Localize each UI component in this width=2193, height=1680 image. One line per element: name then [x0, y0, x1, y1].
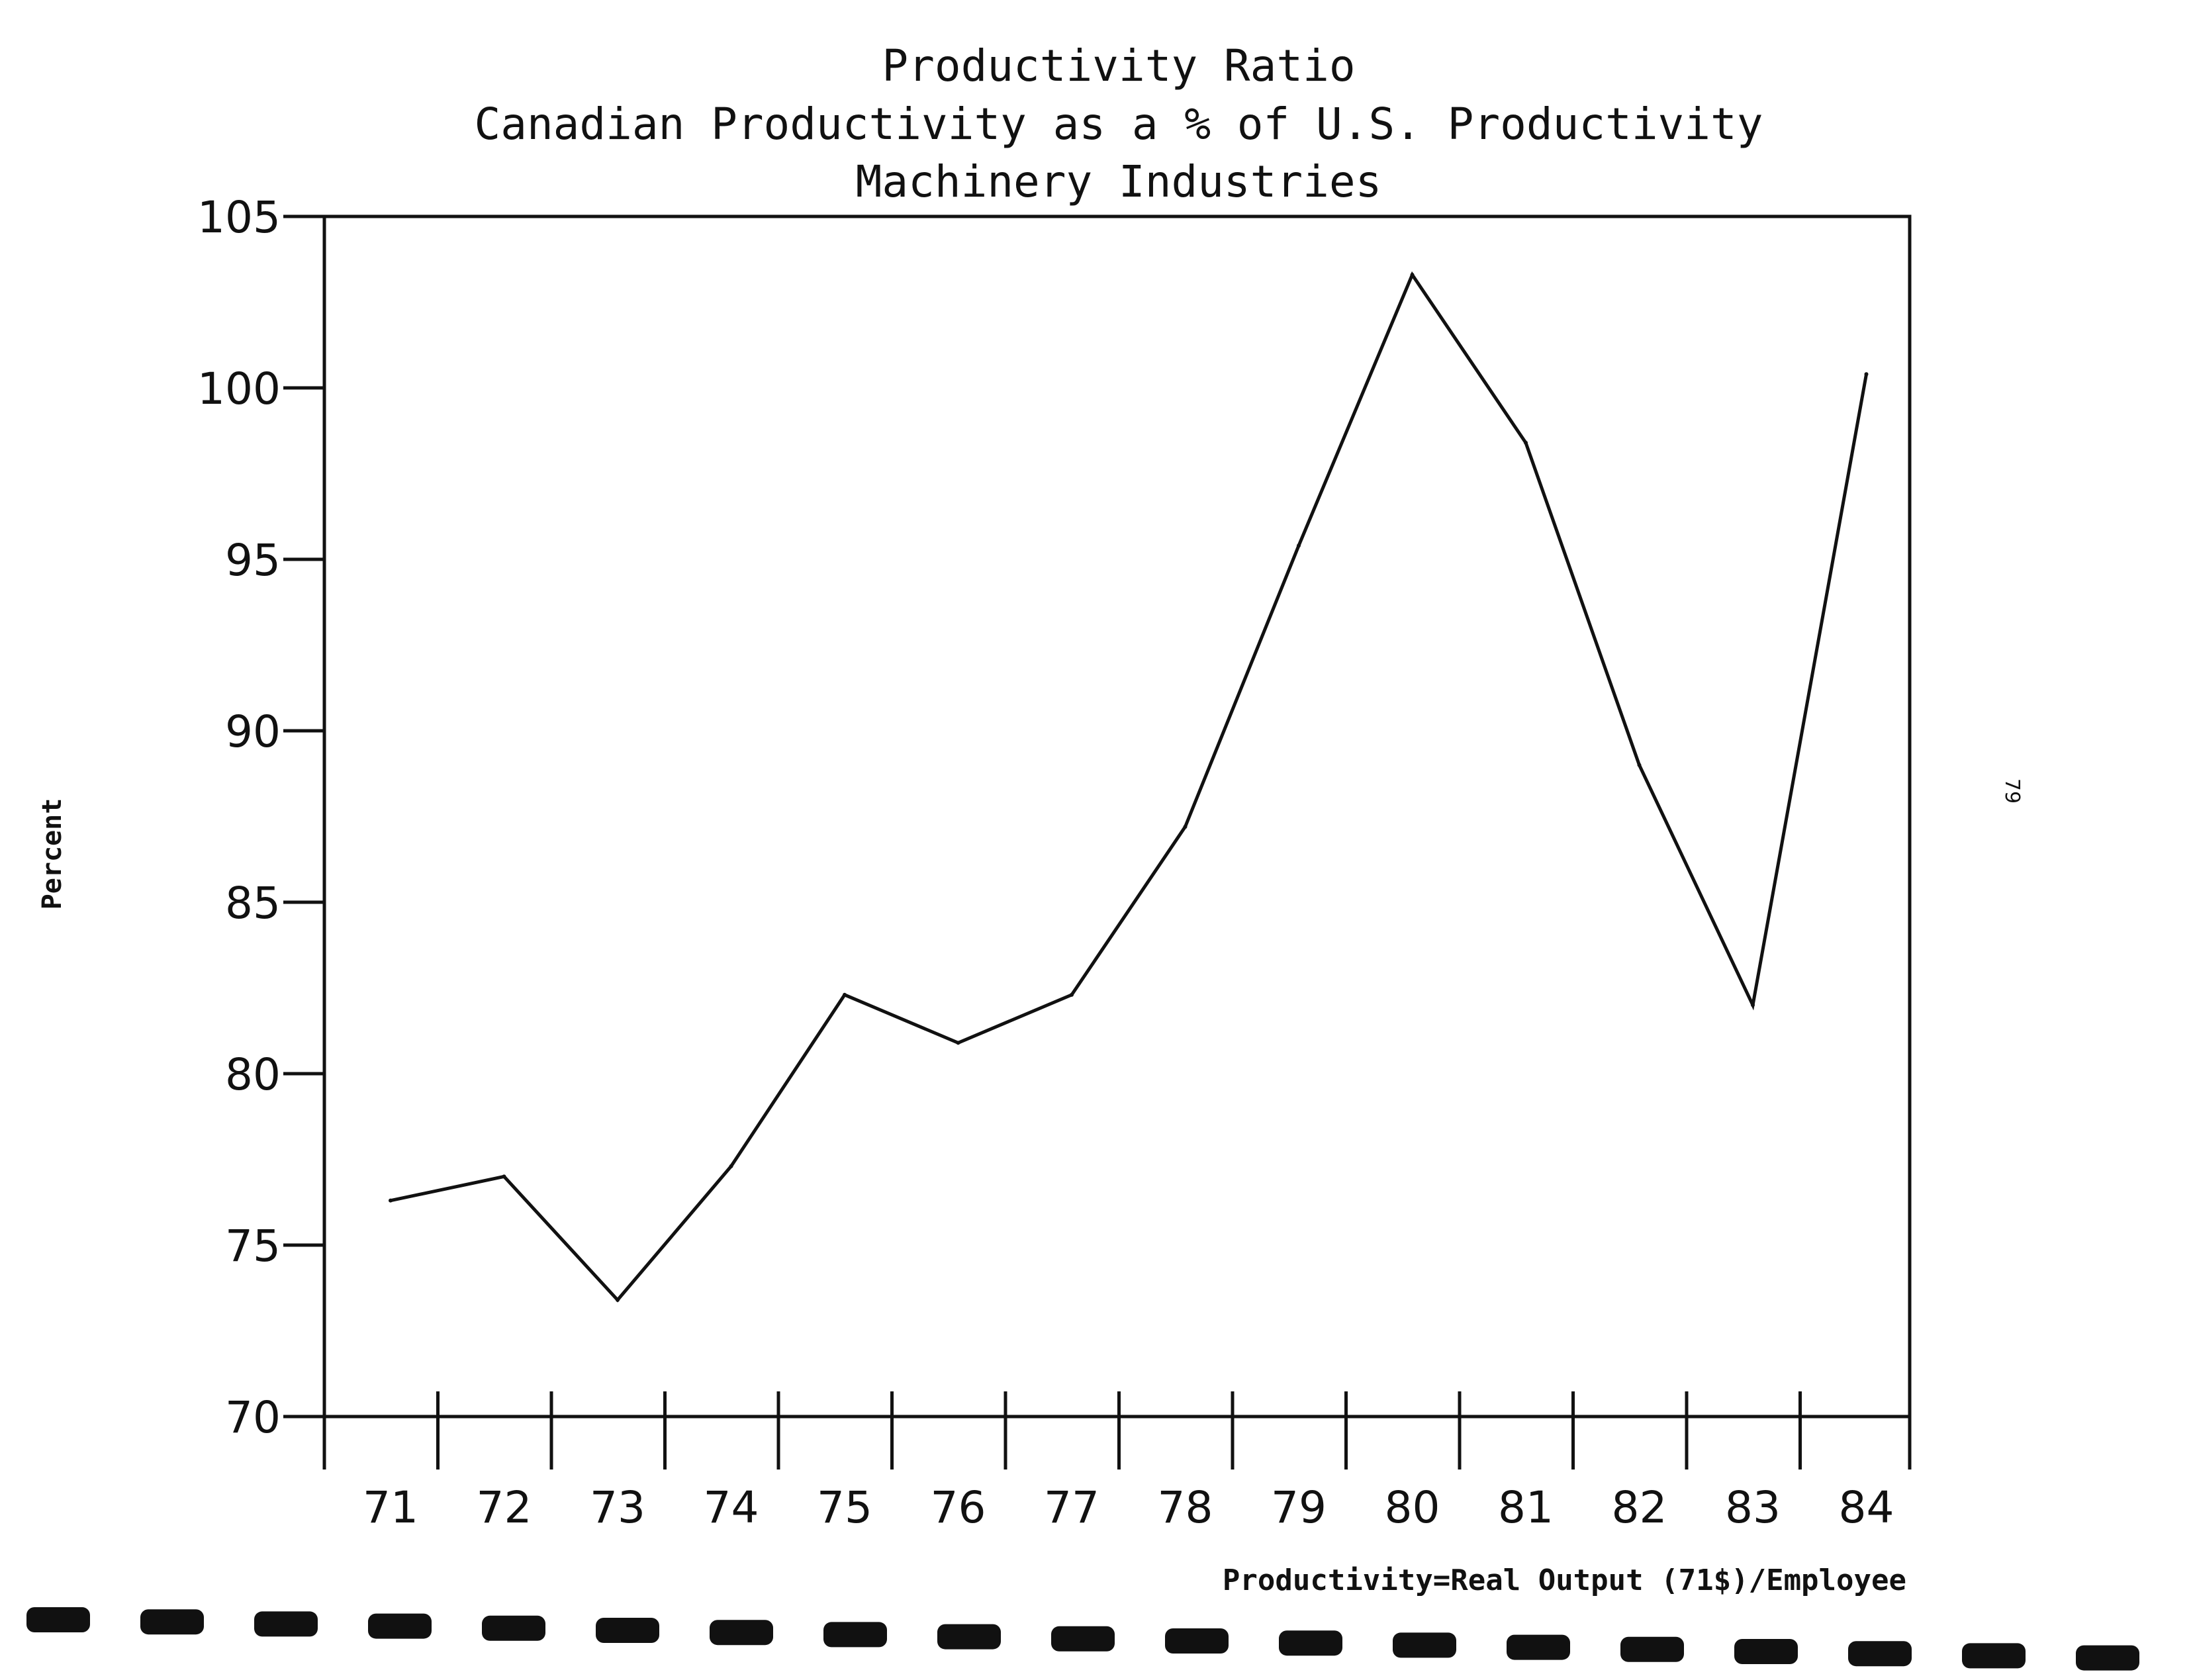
- perforation-mark: [1165, 1628, 1229, 1654]
- y-axis-title: Percent: [37, 798, 68, 910]
- perforation-mark: [140, 1609, 204, 1635]
- x-tick-label: 81: [1498, 1482, 1554, 1533]
- x-tick-label: 76: [931, 1482, 986, 1533]
- y-tick-label: 90: [225, 706, 281, 757]
- y-tick-label: 80: [225, 1049, 281, 1100]
- x-tick-label: 79: [1271, 1482, 1327, 1533]
- perforation-mark: [1734, 1639, 1798, 1664]
- perforation-mark: [937, 1624, 1001, 1650]
- perforation-mark: [1393, 1632, 1456, 1658]
- x-tick-label: 73: [590, 1482, 645, 1533]
- data-point: [1751, 1003, 1755, 1007]
- data-point: [956, 1041, 960, 1045]
- perforation-mark: [368, 1613, 432, 1639]
- data-point: [729, 1164, 733, 1168]
- series-line: [390, 271, 1868, 1303]
- perforation-mark: [254, 1611, 318, 1637]
- perforation-mark: [823, 1622, 887, 1648]
- y-axis: 70 75 80 85 90 95 100 105: [197, 192, 324, 1443]
- perforation-mark: [1279, 1630, 1342, 1656]
- x-tick-label: 83: [1725, 1482, 1781, 1533]
- series-group: [389, 271, 1869, 1303]
- perforation-mark: [596, 1618, 659, 1643]
- y-tick-label: 70: [225, 1392, 281, 1443]
- y-tick-label: 105: [197, 192, 281, 243]
- x-tick-label: 78: [1158, 1482, 1213, 1533]
- chart-subtitle-2: Machinery Industries: [856, 156, 1382, 207]
- perforation-mark: [1962, 1643, 2026, 1669]
- perforation-mark: [2076, 1645, 2139, 1671]
- perforation-mark: [26, 1607, 90, 1632]
- x-tick-label: 74: [704, 1482, 759, 1533]
- x-axis: 71 72 73 74 75 76 77 78 79 80 81 82 83 84: [322, 1391, 1912, 1533]
- x-tick-label: 72: [477, 1482, 532, 1533]
- data-point: [1183, 825, 1188, 829]
- y-tick-label: 85: [225, 878, 281, 929]
- data-point: [1410, 273, 1415, 277]
- y-tick-label: 100: [197, 363, 281, 414]
- perforation-mark: [1848, 1641, 1912, 1667]
- data-point: [1524, 440, 1528, 445]
- perforation-mark: [1507, 1634, 1570, 1660]
- x-tick-label: 77: [1044, 1482, 1099, 1533]
- data-point: [502, 1174, 506, 1179]
- chart-footnote: Productivity=Real Output (71$)/Employee: [1223, 1563, 1906, 1597]
- x-tick-label: 82: [1612, 1482, 1667, 1533]
- perforation-mark: [1620, 1636, 1684, 1662]
- data-point: [1297, 543, 1301, 548]
- data-point: [1864, 372, 1869, 377]
- perforation-mark: [710, 1620, 773, 1646]
- chart-subtitle: Canadian Productivity as a % of U.S. Pro…: [474, 99, 1763, 150]
- x-tick-label: 75: [817, 1482, 872, 1533]
- page-number: 79: [2000, 778, 2024, 804]
- data-point: [1070, 992, 1074, 997]
- perforation-mark: [482, 1615, 545, 1641]
- y-tick-label: 75: [225, 1221, 281, 1272]
- data-point: [843, 992, 847, 997]
- x-tick-label: 84: [1839, 1482, 1894, 1533]
- data-point: [616, 1297, 620, 1302]
- data-point: [1637, 763, 1642, 767]
- perforation-mark: [1051, 1626, 1115, 1652]
- plot-frame: [322, 214, 1912, 1419]
- data-point: [389, 1198, 393, 1203]
- perforation-strip: [26, 1607, 2139, 1671]
- x-tick-label: 80: [1385, 1482, 1440, 1533]
- y-tick-label: 95: [225, 535, 281, 586]
- chart-title: Productivity Ratio: [882, 40, 1355, 91]
- x-tick-label: 71: [363, 1482, 418, 1533]
